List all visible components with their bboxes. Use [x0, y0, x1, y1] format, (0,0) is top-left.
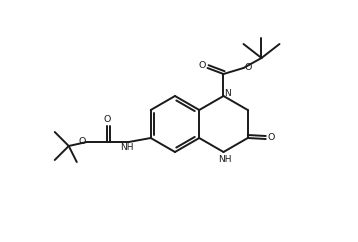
Text: NH: NH [218, 154, 231, 164]
Text: O: O [245, 62, 252, 71]
Text: O: O [267, 134, 275, 143]
Text: O: O [199, 61, 206, 70]
Text: O: O [103, 115, 110, 124]
Text: NH: NH [120, 144, 134, 152]
Text: O: O [78, 136, 86, 145]
Text: N: N [224, 89, 231, 98]
